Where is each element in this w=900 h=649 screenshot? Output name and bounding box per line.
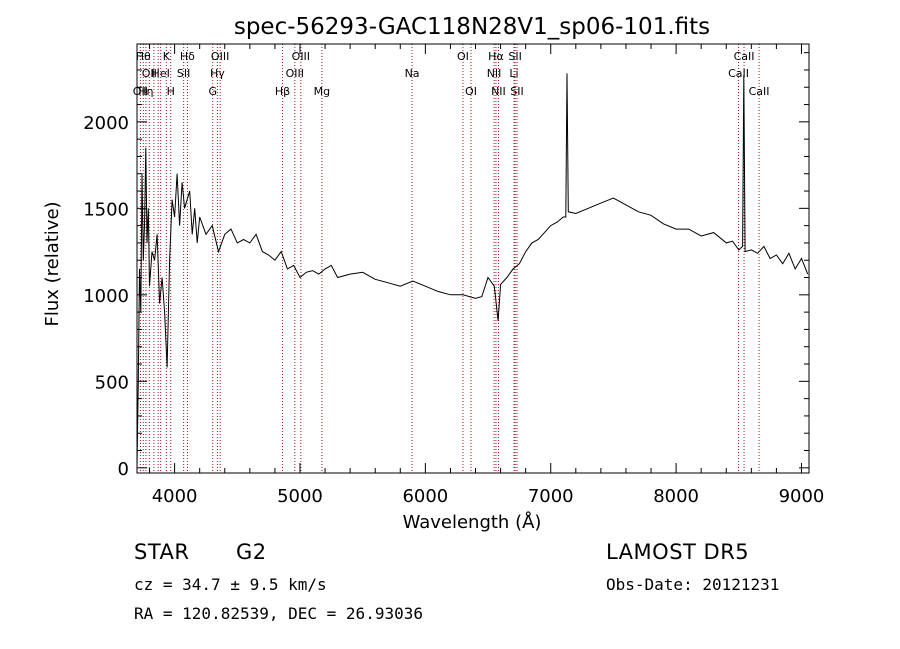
y-tick-label: 2000 bbox=[83, 113, 129, 134]
line-label: Hδ bbox=[180, 50, 195, 63]
line-label: HeI bbox=[152, 67, 170, 80]
x-tick-label: 6000 bbox=[402, 486, 448, 507]
redshift-text: cz = 34.7 ± 9.5 km/s bbox=[134, 575, 327, 594]
y-tick-label: 1000 bbox=[83, 286, 129, 307]
line-label: Hγ bbox=[210, 67, 225, 80]
line-label: OII bbox=[142, 67, 157, 80]
y-axis-label: Flux (relative) bbox=[42, 201, 63, 326]
y-tick-label: 500 bbox=[95, 372, 129, 393]
y-tick-label: 0 bbox=[118, 459, 129, 480]
obs-date-text: Obs-Date: 20121231 bbox=[606, 575, 780, 594]
y-tick-label: 1500 bbox=[83, 199, 129, 220]
line-label: Hβ bbox=[275, 85, 290, 98]
line-label: NII bbox=[491, 85, 506, 98]
line-label: NII bbox=[487, 67, 502, 80]
object-subclass: G2 bbox=[236, 540, 267, 564]
line-label: OIII bbox=[292, 50, 310, 63]
x-tick-label: 7000 bbox=[528, 486, 574, 507]
line-label: Li bbox=[509, 67, 518, 80]
line-label: OIII bbox=[211, 50, 229, 63]
line-label: SII bbox=[508, 50, 521, 63]
line-label: CaII bbox=[734, 50, 755, 63]
spectrum-line bbox=[136, 73, 809, 468]
line-label: Hη bbox=[138, 85, 153, 98]
x-axis-label: Wavelength (Å) bbox=[403, 511, 542, 533]
chart-title: spec-56293-GAC118N28V1_sp06-101.fits bbox=[234, 14, 710, 40]
line-label: Na bbox=[405, 67, 420, 80]
line-label: OI bbox=[465, 85, 477, 98]
coords-text: RA = 120.82539, DEC = 26.93036 bbox=[134, 604, 423, 623]
x-tick-label: 4000 bbox=[152, 486, 198, 507]
line-label: Mg bbox=[314, 85, 330, 98]
object-class: STAR bbox=[134, 540, 190, 564]
line-label: CaII bbox=[749, 85, 770, 98]
line-label: Hθ bbox=[136, 50, 151, 63]
line-labels: OIIHθHηOIIHeIKHSIIHδGHγOIIIHβOIIIOIIIMgN… bbox=[133, 50, 770, 98]
line-label: SII bbox=[177, 67, 190, 80]
plot-frame bbox=[136, 43, 810, 474]
line-label: H bbox=[167, 85, 175, 98]
survey-name: LAMOST DR5 bbox=[606, 540, 750, 564]
x-tick-label: 5000 bbox=[277, 486, 323, 507]
line-label: G bbox=[208, 85, 217, 98]
line-label: Hα bbox=[488, 50, 504, 63]
line-label: K bbox=[163, 50, 171, 63]
y-axis: 0 500 1000 1500 2000 bbox=[83, 52, 809, 480]
line-label: OI bbox=[457, 50, 469, 63]
line-label: OIII bbox=[286, 67, 304, 80]
x-tick-label: 9000 bbox=[779, 486, 825, 507]
line-markers bbox=[139, 44, 760, 473]
x-axis: 4000 5000 6000 7000 8000 9000 bbox=[149, 44, 825, 507]
line-label: SII bbox=[510, 85, 523, 98]
line-label: CaII bbox=[728, 67, 749, 80]
x-tick-label: 8000 bbox=[653, 486, 699, 507]
